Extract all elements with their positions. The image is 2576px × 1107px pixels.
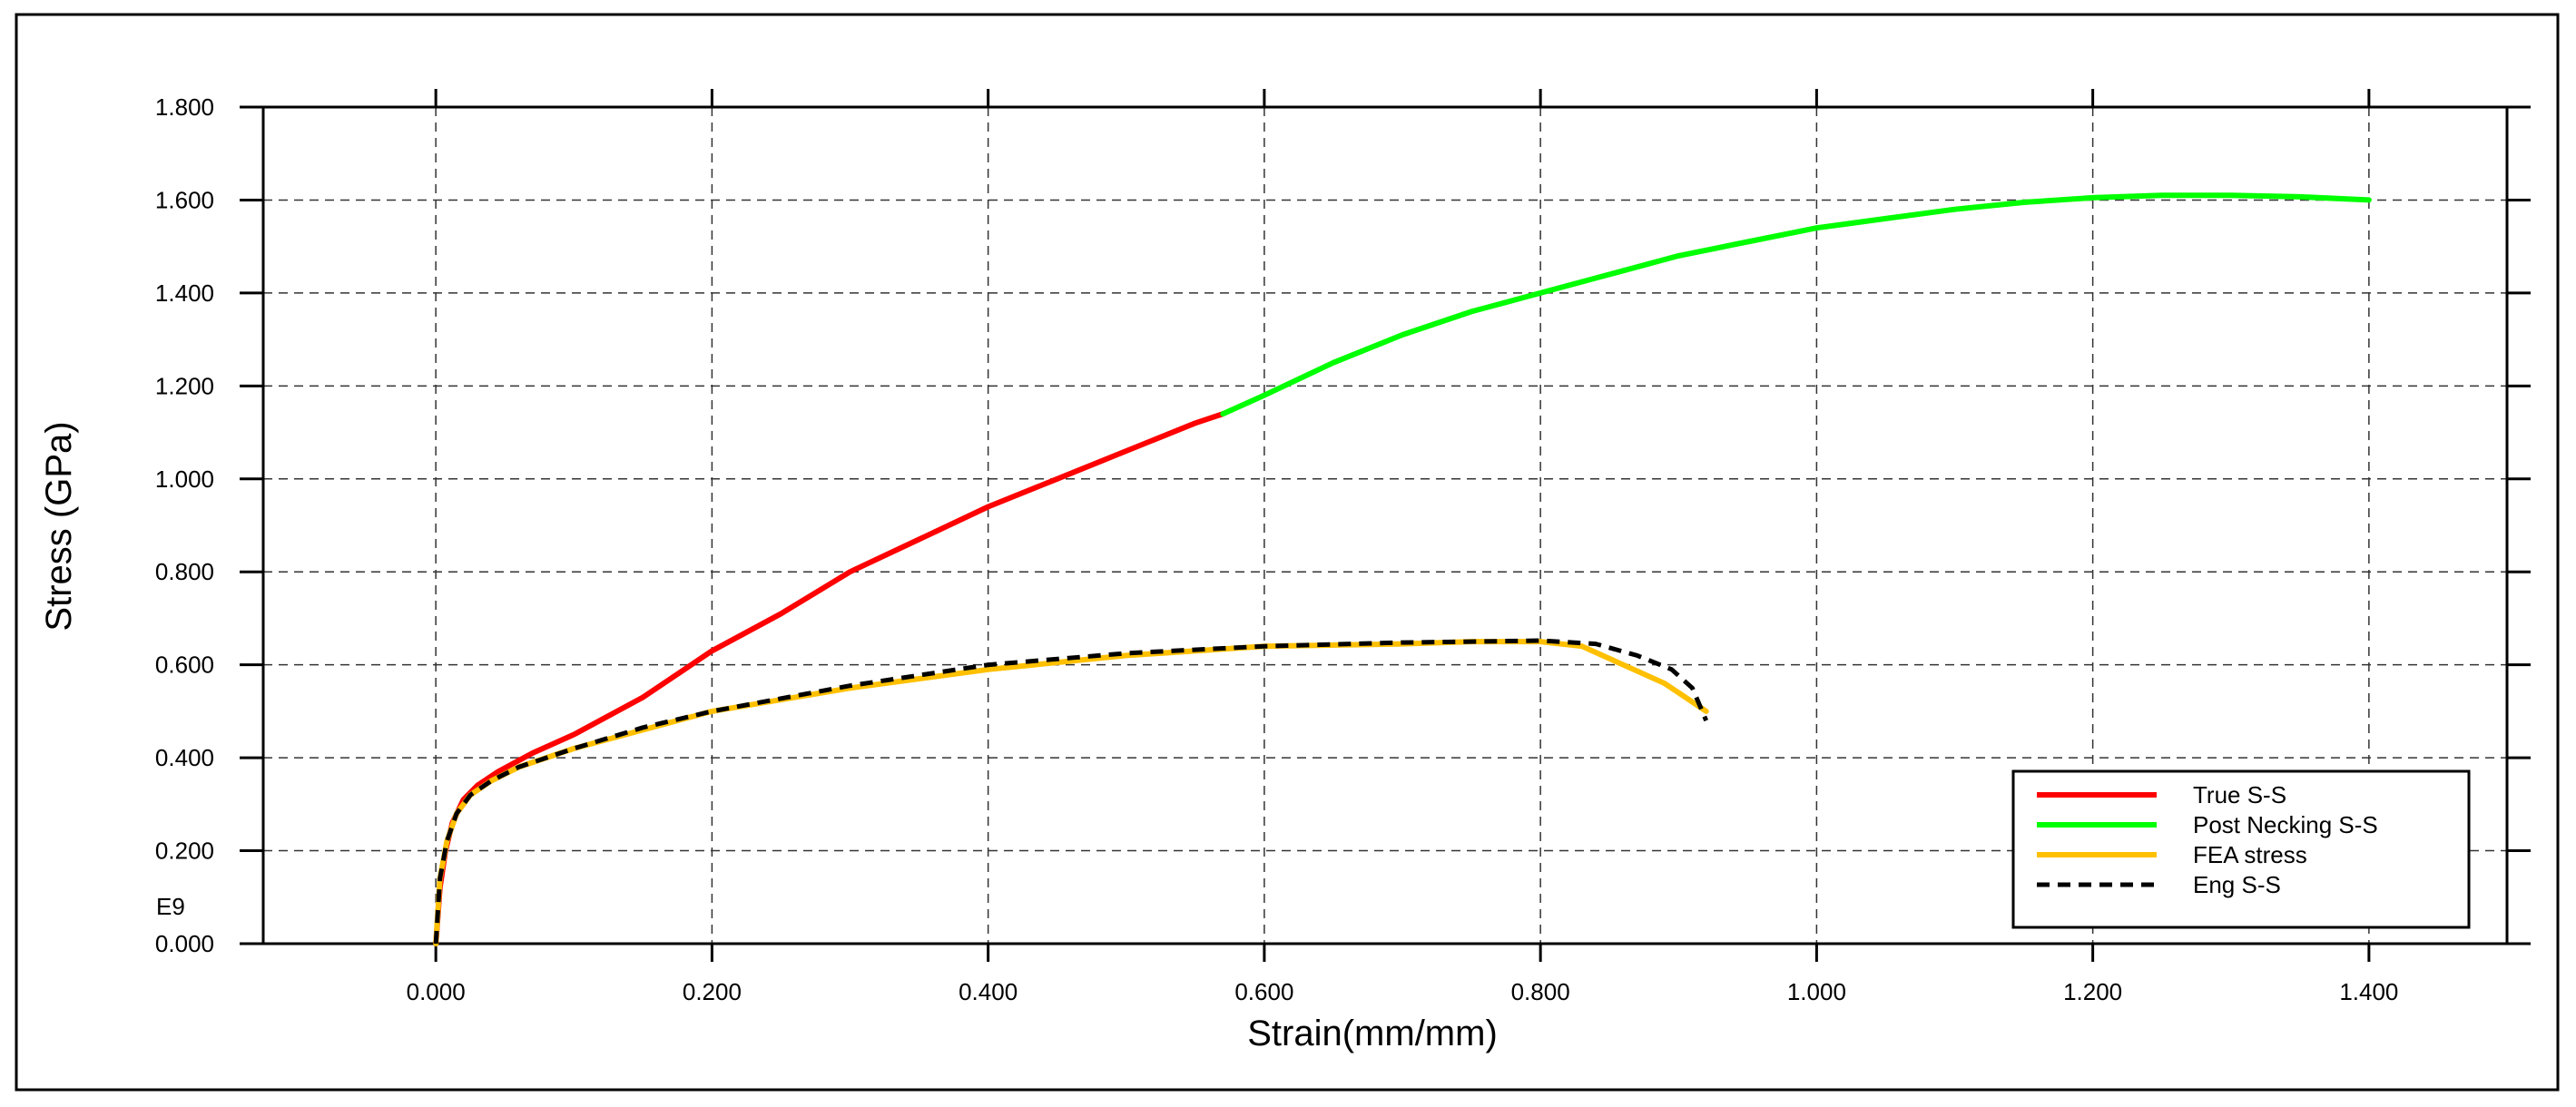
y-tick-label: 0.600 <box>155 651 214 679</box>
series-line-eng-s-s <box>433 638 1709 945</box>
x-tick-label: 0.200 <box>683 978 742 1005</box>
y-tick-label: 1.800 <box>155 93 214 121</box>
outer-frame <box>15 13 2560 1092</box>
x-tick-label: 0.000 <box>407 978 466 1005</box>
y-tick-label: 0.800 <box>155 558 214 585</box>
x-tick-label: 0.400 <box>959 978 1018 1005</box>
legend-label: True S-S <box>2193 781 2286 808</box>
x-tick-label: 1.400 <box>2339 978 2398 1005</box>
x-tick-label: 1.200 <box>2063 978 2122 1005</box>
y-multiplier-label: E9 <box>156 893 185 920</box>
y-tick-label: 1.000 <box>155 465 214 493</box>
y-tick-label: 1.400 <box>155 279 214 307</box>
x-axis-title: Strain(mm/mm) <box>1247 1014 1498 1053</box>
legend: True S-S Post Necking S-S FEA stress Eng S-… <box>2011 769 2471 929</box>
plot-area-frame <box>261 105 2509 945</box>
x-tick-label: 0.800 <box>1511 978 1570 1005</box>
y-tick-label: 1.600 <box>155 186 214 213</box>
series-layer <box>433 192 2372 946</box>
axis-layer: 0.000 0.200 0.400 0.600 0.800 1.000 1.200 1.400… <box>155 89 2531 1005</box>
y-axis-title: Stress (GPa) <box>39 421 79 631</box>
series-line-fea-stress <box>433 639 1709 946</box>
x-tick-label: 0.600 <box>1234 978 1293 1005</box>
label-layer: Strain(mm/mm) Stress (GPa) E9 <box>39 421 1498 1053</box>
series-line-post-necking-s-s <box>1220 192 2372 417</box>
series-line-true-s-s <box>433 411 1226 946</box>
y-tick-label: 0.400 <box>155 744 214 771</box>
y-tick-label: 1.200 <box>155 372 214 399</box>
x-tick-label: 1.000 <box>1787 978 1846 1005</box>
legend-label: Eng S-S <box>2193 871 2281 898</box>
y-tick-label: 0.200 <box>155 838 214 865</box>
y-tick-label: 0.000 <box>155 930 214 957</box>
legend-label: Post Necking S-S <box>2193 811 2378 838</box>
legend-label: FEA stress <box>2193 841 2307 868</box>
